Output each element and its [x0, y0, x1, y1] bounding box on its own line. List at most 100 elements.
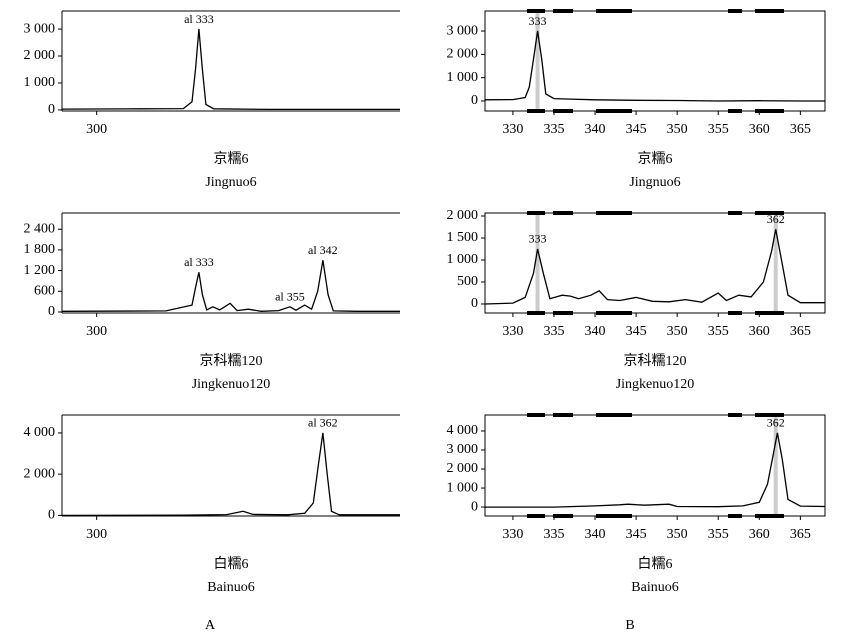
peak-highlight	[773, 213, 778, 313]
bin-marker	[728, 109, 742, 113]
y-tick-label: 0	[471, 499, 478, 514]
y-tick-label: 500	[457, 274, 478, 289]
bin-marker	[527, 211, 545, 215]
bin-marker	[553, 311, 573, 315]
plot-frame	[484, 10, 826, 112]
bin-marker	[728, 514, 742, 518]
y-tick-label: 2 000	[447, 461, 479, 476]
peak-highlight	[773, 415, 778, 516]
panel-label: A	[205, 618, 216, 633]
x-tick-label: 345	[626, 324, 647, 339]
x-tick-label: 335	[543, 527, 564, 542]
x-tick-label: 365	[790, 122, 811, 137]
y-tick-label: 1 000	[447, 480, 479, 495]
y-tick-label: 3 000	[447, 442, 479, 457]
sample-caption: Jingnuo6	[205, 175, 256, 190]
bin-marker	[553, 413, 573, 417]
peak-label: al 355	[275, 290, 305, 304]
sample-caption: 白糯6	[638, 556, 673, 572]
sample-caption: Bainuo6	[207, 580, 254, 595]
peak-label: al 333	[184, 12, 214, 26]
sample-caption: Jingkenuo120	[616, 377, 695, 392]
bin-marker	[553, 9, 573, 13]
y-tick-label: 3 000	[447, 23, 479, 38]
bin-marker	[728, 9, 742, 13]
bin-marker	[527, 311, 545, 315]
x-tick-label: 340	[585, 324, 606, 339]
y-tick-label: 600	[34, 283, 55, 298]
x-tick-label: 330	[502, 122, 523, 137]
sample-caption: Jingkenuo120	[192, 377, 271, 392]
y-tick-label: 2 000	[447, 47, 479, 62]
x-tick-label: 360	[749, 122, 770, 137]
y-tick-label: 0	[48, 102, 55, 117]
x-tick-label: 300	[86, 527, 107, 542]
x-tick-label: 355	[708, 122, 729, 137]
bin-marker	[553, 514, 573, 518]
y-tick-label: 4 000	[447, 423, 479, 438]
x-tick-label: 335	[543, 324, 564, 339]
bin-marker	[755, 9, 784, 13]
x-tick-label: 335	[543, 122, 564, 137]
x-tick-label: 350	[667, 324, 688, 339]
bin-marker	[728, 211, 742, 215]
y-tick-label: 1 000	[447, 252, 479, 267]
x-tick-label: 350	[667, 122, 688, 137]
bin-marker	[755, 311, 784, 315]
bin-marker	[596, 211, 632, 215]
bin-marker	[527, 413, 545, 417]
y-tick-label: 1 200	[24, 263, 56, 278]
x-tick-label: 355	[708, 324, 729, 339]
bin-marker	[755, 413, 784, 417]
bin-marker	[755, 109, 784, 113]
bin-marker	[596, 109, 632, 113]
y-tick-label: 2 000	[24, 466, 56, 481]
sample-caption: 京糯6	[214, 151, 249, 167]
peak-label: 333	[529, 14, 547, 28]
peak-label: 362	[767, 212, 785, 226]
trace	[61, 432, 400, 517]
x-tick-label: 360	[749, 527, 770, 542]
y-tick-label: 2 400	[24, 221, 56, 236]
trace	[485, 432, 826, 508]
y-tick-label: 1 000	[447, 70, 479, 85]
peak-label: al 342	[308, 243, 338, 257]
y-tick-label: 0	[48, 304, 55, 319]
bin-marker	[527, 109, 545, 113]
bin-marker	[755, 514, 784, 518]
bin-marker	[553, 211, 573, 215]
y-tick-label: 1 000	[24, 75, 56, 90]
bin-marker	[527, 514, 545, 518]
x-tick-label: 340	[585, 527, 606, 542]
sample-caption: 京糯6	[638, 151, 673, 167]
y-tick-label: 4 000	[24, 425, 56, 440]
x-tick-label: 300	[86, 324, 107, 339]
x-tick-label: 340	[585, 122, 606, 137]
bin-marker	[596, 413, 632, 417]
y-tick-label: 0	[48, 508, 55, 523]
panel-label: B	[625, 618, 634, 633]
bin-marker	[596, 514, 632, 518]
y-tick-label: 1 500	[447, 230, 479, 245]
peak-label: 333	[529, 232, 547, 246]
peak-highlight	[535, 11, 540, 111]
x-tick-label: 345	[626, 122, 647, 137]
x-tick-label: 365	[790, 324, 811, 339]
y-tick-label: 2 000	[447, 208, 479, 223]
bin-marker	[553, 109, 573, 113]
bin-marker	[596, 9, 632, 13]
x-tick-label: 300	[86, 122, 107, 137]
peak-highlight	[535, 213, 540, 313]
x-tick-label: 330	[502, 324, 523, 339]
plot-frame	[484, 414, 826, 517]
trace	[61, 29, 400, 111]
x-tick-label: 330	[502, 527, 523, 542]
sample-caption: Jingnuo6	[629, 175, 680, 190]
trace	[61, 260, 400, 312]
plot-frame	[484, 212, 826, 314]
peak-label: 362	[767, 416, 785, 430]
x-tick-label: 350	[667, 527, 688, 542]
trace	[484, 229, 825, 305]
